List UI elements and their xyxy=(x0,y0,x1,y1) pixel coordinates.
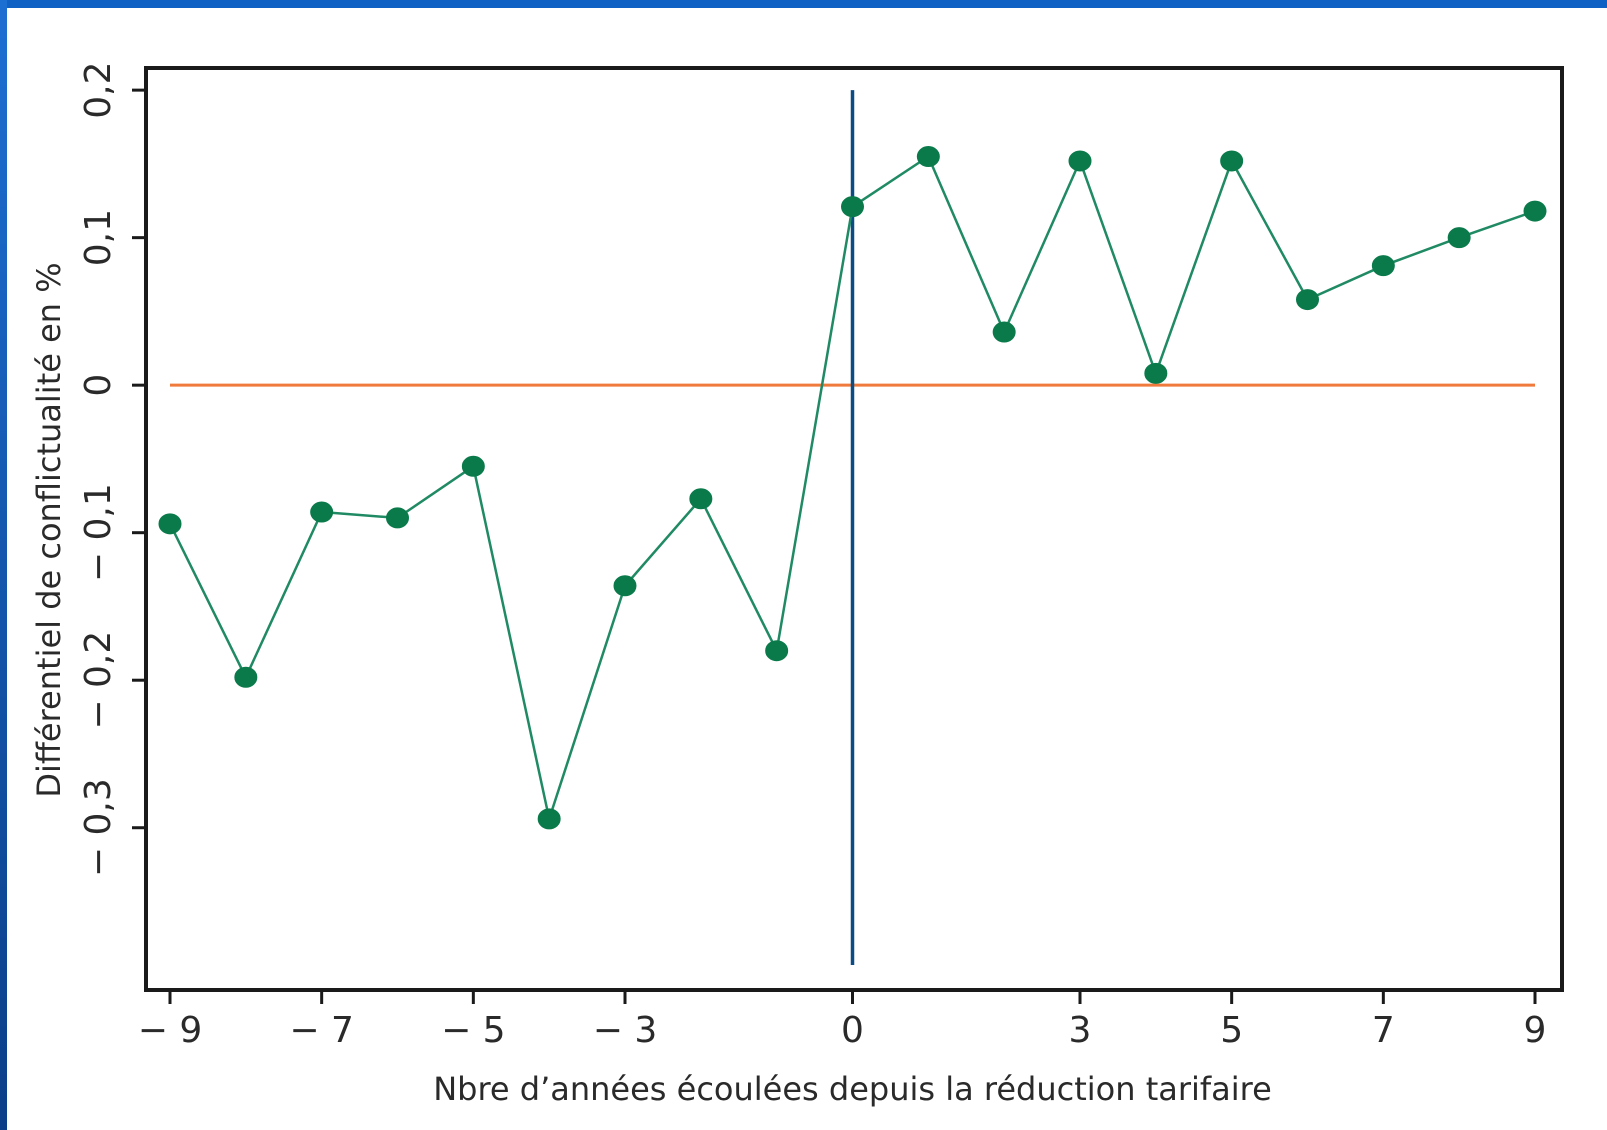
y-tick-label: − 0,1 xyxy=(78,483,119,582)
data-point xyxy=(310,501,334,523)
reference-lines-group xyxy=(170,90,1535,965)
x-tick-label: − 7 xyxy=(289,1010,354,1051)
y-axis-title: Différentiel de conflictualité en % xyxy=(30,262,68,797)
data-point xyxy=(992,321,1016,343)
ticks-group: − 9 − 7 − 5 − 3 0 3 5 7 9 0,2 0,1 0 − 0,1 − 0,2 − 0,3 xyxy=(78,61,1546,1051)
x-tick-label: 7 xyxy=(1372,1010,1395,1051)
data-point xyxy=(1447,227,1471,249)
data-point xyxy=(1220,150,1244,172)
slide-left-bar xyxy=(0,0,7,1130)
data-point xyxy=(461,455,485,477)
y-tick-label: − 0,3 xyxy=(78,778,119,877)
x-axis-title: Nbre d’années écoulées depuis la réducti… xyxy=(433,1070,1272,1108)
x-tick-label: 0 xyxy=(841,1010,864,1051)
x-tick-label: 3 xyxy=(1069,1010,1092,1051)
data-point xyxy=(1523,200,1547,222)
x-tick-label: − 9 xyxy=(138,1010,203,1051)
data-point xyxy=(1144,362,1168,384)
data-point xyxy=(1296,289,1319,311)
y-tick-label: 0,1 xyxy=(78,209,119,266)
data-point xyxy=(1371,255,1395,277)
data-point xyxy=(386,507,409,529)
x-tick-label: − 3 xyxy=(593,1010,658,1051)
y-tick-label: 0,2 xyxy=(78,61,119,118)
x-tick-label: − 5 xyxy=(441,1010,506,1051)
series-group xyxy=(158,146,1547,830)
y-tick-label: − 0,2 xyxy=(78,631,119,730)
data-point xyxy=(537,808,561,830)
data-point xyxy=(234,666,258,688)
y-tick-label: 0 xyxy=(78,374,119,397)
data-point xyxy=(841,196,864,218)
data-point xyxy=(916,146,940,168)
data-point xyxy=(1068,150,1092,172)
slide-top-bar xyxy=(0,0,1607,8)
data-point xyxy=(689,488,713,510)
x-tick-label: 9 xyxy=(1524,1010,1547,1051)
data-point xyxy=(158,513,182,535)
x-tick-label: 5 xyxy=(1220,1010,1243,1051)
data-point xyxy=(765,640,789,662)
data-point xyxy=(613,575,637,597)
